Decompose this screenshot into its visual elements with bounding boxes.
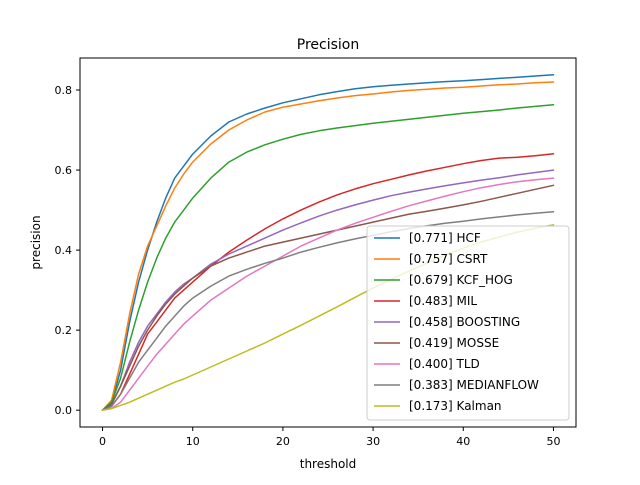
y-axis-label: precision	[29, 215, 43, 269]
series-line-4	[101, 169, 555, 411]
legend-box	[366, 225, 570, 421]
legend-label: [0.419] MOSSE	[409, 336, 499, 350]
plot-frame	[79, 57, 577, 428]
legend-label: [0.679] KCF_HOG	[409, 273, 513, 287]
x-tick-label: 50	[546, 435, 560, 448]
series-line-0	[101, 74, 555, 411]
series-line-2	[101, 104, 555, 411]
x-tick-label: 10	[186, 435, 200, 448]
y-axis-ticks: 0.0 0.2 0.4 0.6 0.8	[55, 84, 80, 417]
legend-label: [0.173] Kalman	[409, 399, 502, 413]
x-axis-ticks: 0 10 20 30 40 50	[99, 427, 560, 448]
y-tick-label: 0.2	[55, 324, 73, 337]
series-line-5	[101, 184, 555, 411]
legend-label: [0.771] HCF	[409, 231, 481, 245]
series-line-7	[101, 210, 555, 411]
y-tick-label: 0.8	[55, 84, 73, 97]
series-line-3	[101, 152, 555, 411]
series-line-1	[101, 81, 555, 411]
legend-label: [0.458] BOOSTING	[409, 315, 520, 329]
series-layer	[101, 74, 555, 411]
x-tick-label: 40	[456, 435, 470, 448]
y-tick-label: 0.0	[55, 404, 73, 417]
legend-label: [0.383] MEDIANFLOW	[409, 378, 539, 392]
legend-label: [0.400] TLD	[409, 357, 480, 371]
legend: [0.771] HCF [0.757] CSRT [0.679] KCF_HOG [0…	[366, 225, 570, 421]
x-axis-label: threshold	[300, 457, 357, 471]
x-tick-label: 30	[366, 435, 380, 448]
y-tick-label: 0.6	[55, 164, 73, 177]
legend-label: [0.483] MIL	[409, 294, 477, 308]
x-tick-label: 20	[276, 435, 290, 448]
series-line-6	[101, 177, 555, 411]
legend-label: [0.757] CSRT	[409, 252, 488, 266]
y-tick-label: 0.4	[55, 244, 73, 257]
chart-title: Precision	[297, 37, 359, 53]
x-tick-label: 0	[99, 435, 106, 448]
